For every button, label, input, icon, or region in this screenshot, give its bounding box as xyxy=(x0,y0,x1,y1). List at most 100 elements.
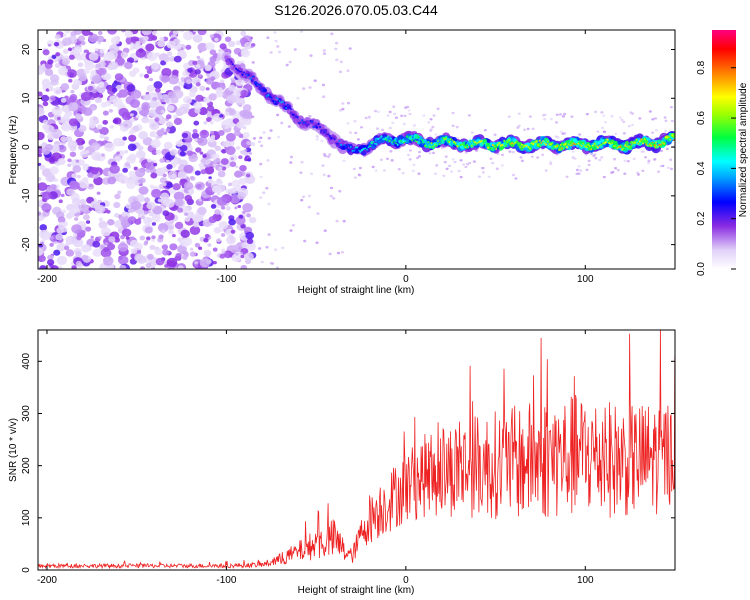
spectrogram-noise-cell xyxy=(412,124,416,127)
spectrogram-noise-cell xyxy=(124,150,129,154)
spectrogram-noise-cell xyxy=(206,105,215,112)
spectrogram-noise-cell xyxy=(225,146,236,155)
spectrogram-ridge-cell xyxy=(298,122,300,124)
spectrogram-noise-cell xyxy=(289,229,293,232)
spectrogram-noise-cell xyxy=(80,244,91,253)
spectrogram-noise-cell xyxy=(386,114,390,117)
spectrogram-noise-cell xyxy=(526,127,530,131)
spectrogram-noise-cell xyxy=(647,161,651,165)
spectrogram-noise-cell xyxy=(172,234,176,238)
spectrogram-noise-cell xyxy=(162,173,167,178)
spectrogram-noise-cell xyxy=(129,239,139,248)
spectrogram-noise-cell xyxy=(115,84,123,92)
spectrogram-noise-cell xyxy=(258,196,263,199)
spectrogram-noise-cell xyxy=(648,110,652,113)
colorbar-tick-label: 0.0 xyxy=(696,262,707,276)
spectrogram-noise-cell xyxy=(262,131,266,134)
spectrogram-noise-cell xyxy=(217,129,225,136)
spectrogram-ridge-cell xyxy=(519,145,522,149)
spectrogram-noise-cell xyxy=(179,144,188,152)
spectrogram-noise-cell xyxy=(55,233,64,241)
spectrogram-noise-cell xyxy=(90,235,94,239)
spectrogram-noise-cell xyxy=(280,121,284,125)
spectrogram-noise-cell xyxy=(84,150,90,154)
spectrogram-ridge-cell xyxy=(241,73,244,77)
spectrogram-noise-cell xyxy=(600,111,604,114)
spectrogram-noise-cell xyxy=(90,167,99,175)
spectrogram-noise-cell xyxy=(240,49,251,58)
spectrogram-ridge-cell xyxy=(633,141,637,144)
spectrogram-ridge-cell xyxy=(632,141,635,144)
spectrogram-noise-cell xyxy=(220,158,229,166)
spectrogram-noise-cell xyxy=(61,57,71,66)
spectrogram-noise-cell xyxy=(67,47,73,52)
spectrogram-noise-cell xyxy=(132,125,139,131)
spectrogram-noise-cell xyxy=(315,241,319,244)
spectrogram-noise-cell xyxy=(149,212,154,217)
spectrogram-noise-cell xyxy=(214,37,219,42)
spectrogram-noise-cell xyxy=(235,97,246,107)
spectrogram-noise-cell xyxy=(300,198,304,202)
spectrogram-noise-cell xyxy=(151,235,156,240)
spectrogram-noise-cell xyxy=(146,253,154,260)
spectrogram-x-tick-label: 0 xyxy=(403,274,409,285)
spectrogram-ridge-cell xyxy=(454,142,457,145)
spectrogram-noise-cell xyxy=(102,256,114,266)
spectrogram-ridge-cell xyxy=(498,142,501,145)
spectrogram-noise-cell xyxy=(146,69,153,75)
spectrogram-noise-cell xyxy=(124,61,133,70)
spectrogram-noise-cell xyxy=(160,109,165,114)
spectrogram-noise-cell xyxy=(244,252,254,262)
spectrogram-noise-cell xyxy=(149,244,156,250)
spectrogram-noise-cell xyxy=(39,265,47,269)
spectrogram-noise-cell xyxy=(330,32,334,36)
spectrogram-ridge-cell xyxy=(235,67,238,70)
spectrogram-noise-cell xyxy=(169,148,178,156)
spectrogram-noise-cell xyxy=(191,132,200,140)
spectrogram-noise-cell xyxy=(328,252,332,256)
spectrogram-noise-cell xyxy=(91,92,99,99)
spectrogram-noise-cell xyxy=(301,195,306,199)
spectrogram-noise-cell xyxy=(144,73,150,79)
spectrogram-noise-cell xyxy=(329,194,333,198)
spectrogram-noise-cell xyxy=(225,132,236,142)
spectrogram-noise-cell xyxy=(204,233,210,238)
spectrogram-noise-cell xyxy=(495,167,499,170)
spectrogram-noise-cell xyxy=(203,97,211,104)
spectrogram-noise-cell xyxy=(587,163,591,167)
spectrogram-noise-cell xyxy=(125,203,132,209)
spectrogram-ridge-cell xyxy=(664,136,667,139)
spectrogram-noise-cell xyxy=(520,159,524,163)
spectrogram-noise-cell xyxy=(199,129,210,139)
spectrogram-noise-cell xyxy=(631,112,635,115)
spectrogram-noise-cell xyxy=(417,172,421,175)
spectrogram-noise-cell xyxy=(60,136,68,143)
spectrogram-noise-cell xyxy=(473,160,477,163)
spectrogram-noise-cell xyxy=(77,62,84,68)
spectrogram-ridge-cell xyxy=(403,141,405,144)
spectrogram-noise-cell xyxy=(136,255,147,264)
spectrogram-noise-cell xyxy=(90,151,102,161)
spectrogram-noise-cell xyxy=(501,153,505,157)
spectrogram-ridge-cell xyxy=(462,144,465,147)
spectrogram-noise-cell xyxy=(338,109,343,112)
spectrogram-noise-cell xyxy=(451,158,455,161)
spectrogram-noise-cell xyxy=(376,127,380,130)
spectrogram-noise-cell xyxy=(346,101,351,105)
spectrogram-ridge-cell xyxy=(509,142,512,145)
spectrogram-noise-cell xyxy=(143,210,149,215)
spectrogram-ridge-cell xyxy=(671,132,675,139)
spectrogram-noise-cell xyxy=(127,216,137,224)
spectrogram-noise-cell xyxy=(240,264,248,269)
spectrogram-noise-cell xyxy=(654,128,658,132)
spectrogram-noise-cell xyxy=(154,41,159,45)
spectrogram-ridge-cell xyxy=(608,143,613,149)
spectrogram-ridge-cell xyxy=(388,139,391,143)
spectrogram-ridge-cell xyxy=(252,76,256,80)
spectrogram-ridge-cell xyxy=(661,141,664,144)
spectrogram-noise-cell xyxy=(338,70,343,74)
spectrogram-noise-cell xyxy=(346,121,350,125)
spectrogram-ridge-cell xyxy=(272,99,275,103)
spectrogram-noise-cell xyxy=(163,55,171,63)
spectrogram-ridge-cell xyxy=(246,74,249,77)
